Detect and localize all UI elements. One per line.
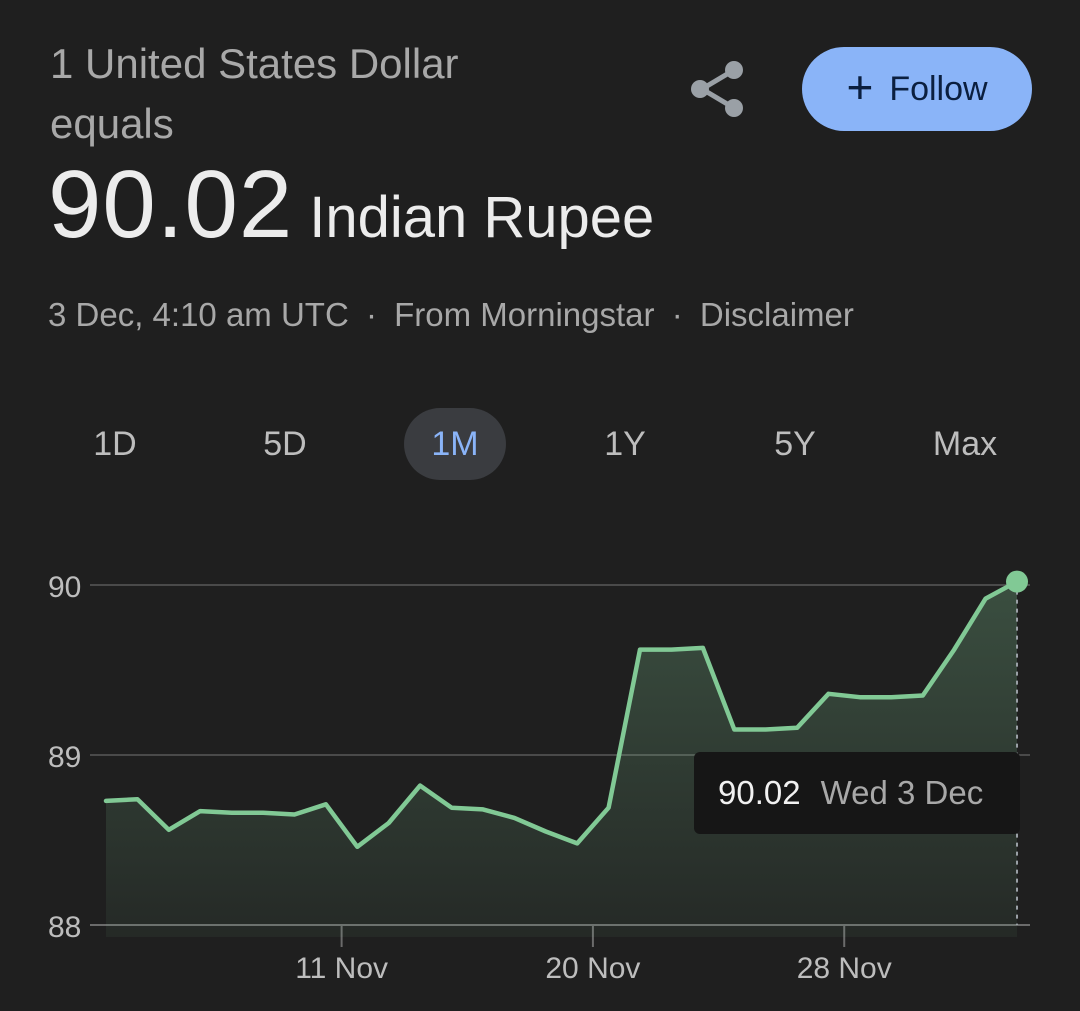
rate-value: 90.02 [48, 151, 294, 258]
x-tick-label: 28 Nov [797, 952, 892, 985]
exchange-rate: 90.02 Indian Rupee [48, 150, 654, 260]
y-tick-label: 89 [48, 741, 81, 774]
share-button[interactable] [686, 58, 748, 120]
chart-tooltip: 90.02 Wed 3 Dec [694, 752, 1020, 834]
range-1y[interactable]: 1Y [604, 425, 646, 463]
y-tick-label: 90 [48, 571, 81, 604]
follow-label: Follow [889, 69, 988, 108]
plus-icon: + [846, 61, 874, 113]
data-point [1006, 570, 1028, 593]
timestamp: 3 Dec, 4:10 am UTC [48, 296, 349, 333]
source-link[interactable]: From Morningstar [394, 296, 655, 333]
disclaimer-link[interactable]: Disclaimer [699, 296, 854, 333]
series-line [103, 579, 1020, 850]
area-fill [106, 581, 1017, 937]
tooltip-date: Wed 3 Dec [820, 774, 984, 811]
target-currency: Indian Rupee [309, 185, 655, 250]
range-selector: 1D 5D 1M 1Y 5Y Max [30, 408, 1050, 480]
range-max[interactable]: Max [932, 425, 998, 463]
share-icon [691, 61, 743, 117]
separator: · [365, 296, 377, 333]
y-tick-label: 88 [48, 911, 81, 944]
equals-label: equals [50, 100, 174, 147]
rate-meta: 3 Dec, 4:10 am UTC · From Morningstar · … [48, 296, 854, 334]
follow-button[interactable]: + Follow [802, 47, 1032, 131]
range-5y[interactable]: 5Y [774, 425, 816, 463]
x-tick-label: 11 Nov [295, 952, 388, 985]
base-currency-line: 1 United States Dollar [50, 40, 459, 87]
range-1d[interactable]: 1D [93, 425, 137, 463]
base-currency-label: 1 United States Dollar equals [50, 34, 610, 154]
x-tick-label: 20 Nov [545, 952, 640, 985]
range-5d[interactable]: 5D [263, 425, 307, 463]
tooltip-value: 90.02 [718, 774, 801, 811]
separator: · [671, 296, 683, 333]
range-1m[interactable]: 1M [404, 408, 506, 480]
